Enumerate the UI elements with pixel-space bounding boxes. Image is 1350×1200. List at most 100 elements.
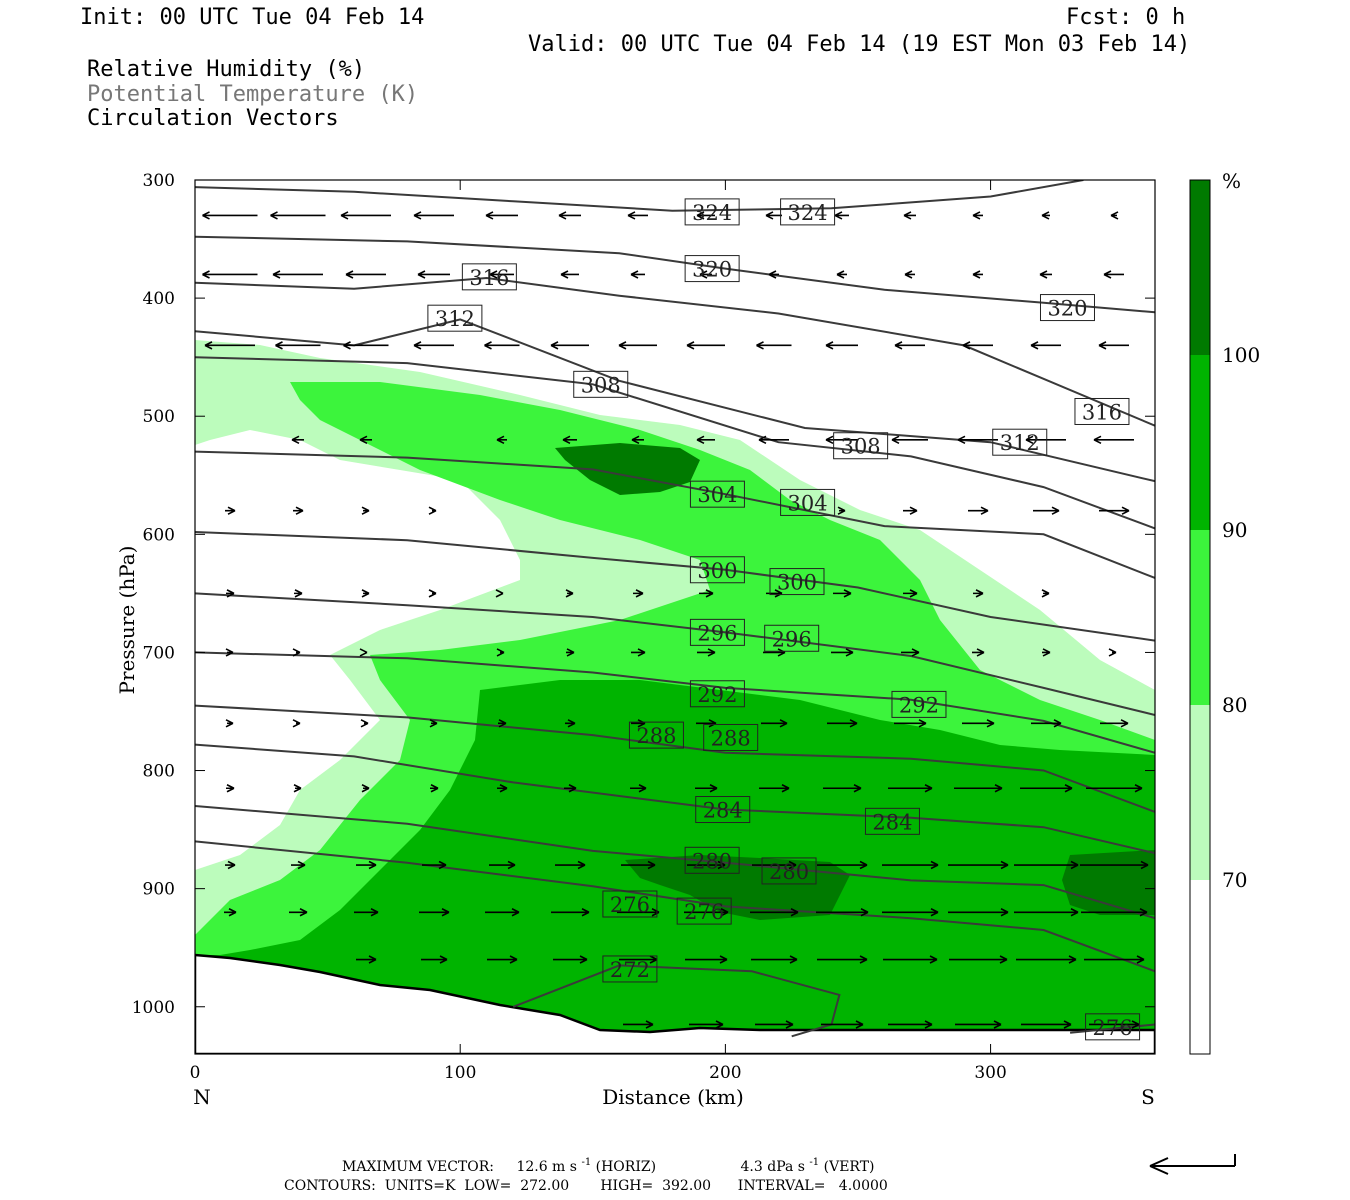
circulation-vectors	[202, 211, 1149, 1029]
circulation-vector	[558, 211, 581, 220]
circulation-vector	[972, 270, 983, 279]
x-tick-label: 0	[190, 1063, 201, 1083]
colorbar-label-100: 100	[1222, 343, 1260, 367]
circulation-vector	[696, 435, 715, 445]
circulation-vector	[630, 270, 645, 279]
circulation-vector	[837, 506, 846, 515]
circulation-vector	[699, 589, 714, 598]
circulation-vector	[489, 860, 516, 870]
theta-label-276: 276	[684, 900, 724, 924]
circulation-vector	[972, 648, 985, 657]
circulation-vector	[894, 719, 927, 728]
theta-label-box-276	[676, 897, 732, 925]
circulation-vector	[1014, 860, 1079, 870]
circulation-vector	[1108, 648, 1117, 657]
circulation-vector	[1080, 860, 1149, 870]
circulation-vector	[752, 860, 797, 870]
theta-contour-296	[195, 592, 1155, 716]
colorbar-band-70	[1190, 705, 1210, 880]
circulation-vector	[1031, 719, 1062, 728]
y-axis-ticks: 300 400 500 600 700 800 900 1000	[132, 171, 1155, 1018]
circulation-vector	[294, 589, 303, 598]
theta-contour-labels: 324 324 320 320 316 316 312 312 308 308 304 304 300 3…	[427, 198, 1141, 1041]
circulation-vector	[755, 1020, 794, 1029]
colorbar-label-90: 90	[1222, 518, 1247, 542]
theta-label-300: 300	[697, 559, 737, 583]
circulation-vector	[957, 435, 998, 445]
y-tick-label: 300	[143, 171, 175, 191]
footer-vert-exponent: -1	[809, 1157, 819, 1168]
y-tick-label: 900	[143, 880, 175, 900]
circulation-vector	[883, 955, 938, 964]
circulation-vector	[202, 211, 258, 220]
circulation-vector	[631, 648, 646, 657]
circulation-vector	[689, 1020, 724, 1029]
circulation-vector	[816, 908, 869, 917]
circulation-vector	[761, 719, 788, 728]
theta-contour-272	[512, 964, 841, 1038]
theta-label-box-324	[780, 198, 836, 226]
circulation-vector	[765, 211, 782, 220]
circulation-vector	[903, 589, 918, 598]
theta-label-288: 288	[711, 726, 751, 750]
theta-contour-320	[195, 235, 1155, 314]
field-label-theta: Potential Temperature (K)	[87, 82, 418, 107]
circulation-vector	[882, 860, 939, 870]
theta-label-box-320	[1039, 294, 1095, 322]
colorbar-frame	[1189, 179, 1211, 1055]
theta-label-box-280	[761, 857, 817, 885]
x-tick-label: 100	[444, 1063, 476, 1083]
circulation-vector	[1041, 589, 1050, 598]
circulation-vector	[1025, 435, 1066, 445]
circulation-vector	[1020, 784, 1073, 793]
circulation-vector	[1042, 648, 1051, 657]
circulation-vector	[621, 860, 656, 870]
circulation-vector	[487, 955, 518, 964]
circulation-vector	[631, 719, 646, 728]
theta-label-box-276	[1085, 1013, 1141, 1041]
circulation-vector	[768, 270, 779, 279]
circulation-vector	[291, 435, 304, 445]
theta-label-box-316	[1074, 397, 1130, 425]
circulation-vector	[825, 435, 858, 445]
theta-label-box-304	[780, 488, 836, 516]
circulation-vector	[759, 784, 790, 793]
theta-label-box-296	[689, 618, 745, 646]
circulation-vector	[1033, 506, 1060, 515]
circulation-vector	[225, 648, 234, 657]
circulation-vector	[428, 506, 437, 515]
circulation-vector	[485, 211, 518, 220]
field-label-rh: Relative Humidity (%)	[87, 57, 365, 82]
theta-label-300: 300	[777, 571, 817, 595]
theta-label-292: 292	[899, 693, 939, 717]
theta-label-296: 296	[772, 627, 812, 651]
circulation-vector	[270, 211, 326, 220]
circulation-vector	[224, 908, 237, 917]
theta-label-box-316	[461, 263, 517, 291]
theta-contour-284	[195, 743, 1155, 855]
y-tick-label: 1000	[132, 998, 175, 1018]
theta-label-316: 316	[1082, 400, 1122, 424]
theta-label-box-312	[427, 304, 483, 332]
theta-label-276: 276	[610, 893, 650, 917]
circulation-vector	[1021, 1020, 1072, 1029]
circulation-vector	[361, 589, 370, 598]
circulation-vector	[617, 908, 660, 917]
theta-label-box-288	[703, 723, 759, 751]
x-axis-left-end: N	[193, 1085, 211, 1109]
theta-label-316: 316	[469, 266, 509, 290]
circulation-vector	[962, 341, 993, 350]
circulation-vector	[973, 589, 984, 598]
footer-horiz-value: 12.6 m s	[516, 1159, 577, 1175]
circulation-vector	[361, 506, 370, 515]
theta-label-312: 312	[435, 307, 475, 331]
circulation-vector	[894, 341, 925, 350]
x-axis-right-end: S	[1141, 1085, 1155, 1109]
circulation-vector	[1014, 908, 1079, 917]
circulation-vector	[496, 648, 505, 657]
theta-contours	[195, 180, 1155, 1038]
theta-label-box-284	[864, 807, 920, 835]
colorbar-band-below-70	[1190, 880, 1210, 1054]
theta-label-324: 324	[788, 201, 828, 225]
y-tick-label: 500	[143, 407, 175, 427]
